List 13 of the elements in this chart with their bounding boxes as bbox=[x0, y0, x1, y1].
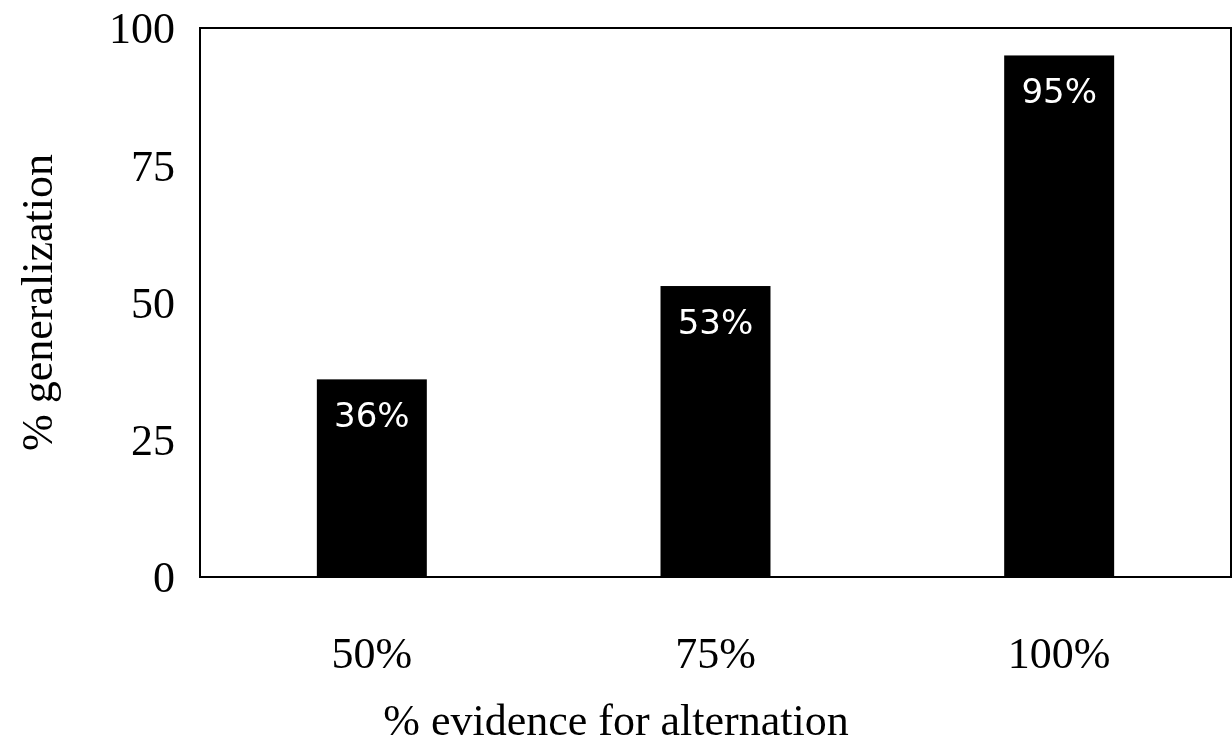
y-tick-label: 0 bbox=[153, 553, 175, 603]
y-tick-label: 50 bbox=[131, 278, 175, 328]
y-tick-label: 100 bbox=[109, 4, 175, 54]
x-tick-label: 75% bbox=[675, 629, 756, 678]
y-tick-label: 25 bbox=[131, 416, 175, 466]
data-label: 36% bbox=[334, 395, 410, 436]
y-tick-label: 75 bbox=[131, 141, 175, 191]
x-tick-label: 100% bbox=[1007, 629, 1111, 678]
y-axis-title: % generalization bbox=[13, 154, 62, 451]
x-axis-title: % evidence for alternation bbox=[383, 696, 849, 741]
data-label: 95% bbox=[1021, 71, 1097, 112]
x-tick-label: 50% bbox=[331, 629, 413, 678]
data-label: 53% bbox=[677, 302, 754, 343]
